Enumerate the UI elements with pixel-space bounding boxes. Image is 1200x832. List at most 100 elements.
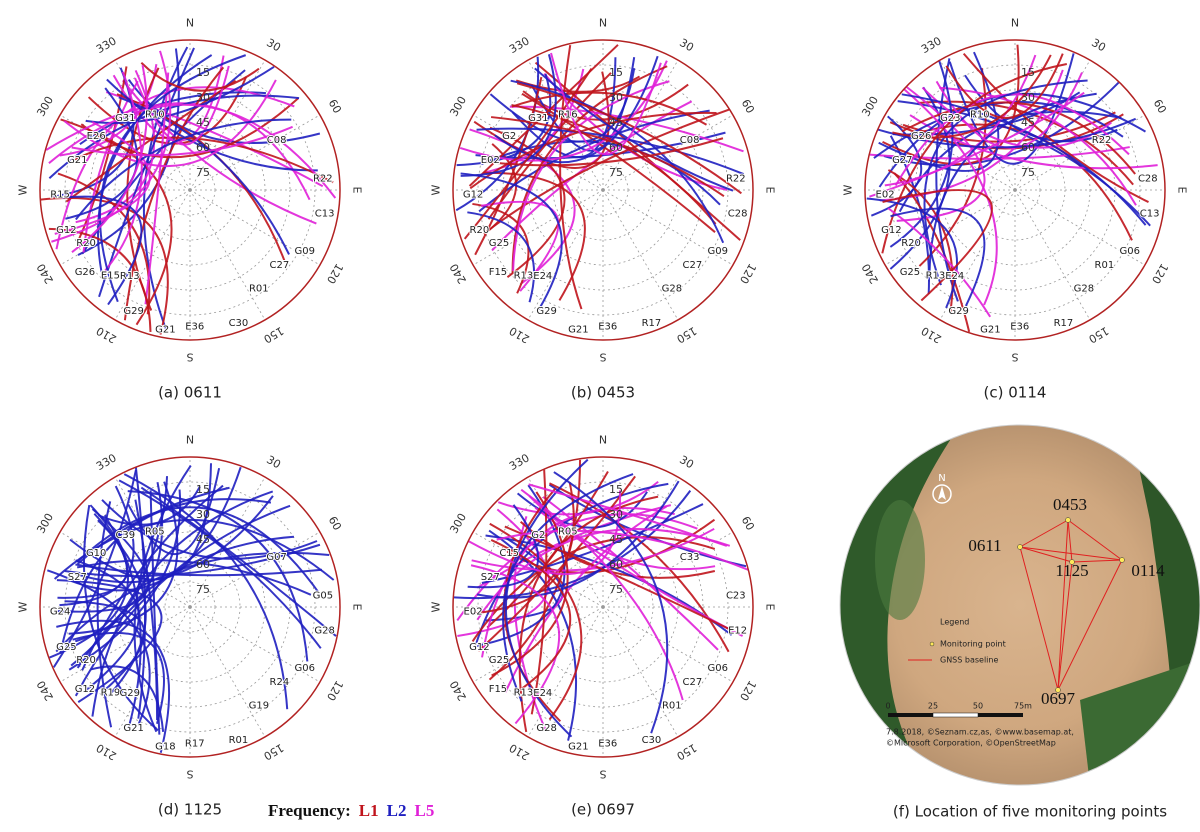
skyplot: 1530456075N3060E120150S210240W300330R10G… xyxy=(841,16,1188,363)
azimuth-label: 150 xyxy=(1086,324,1111,346)
elevation-label: 75 xyxy=(609,166,623,179)
elevation-label: 15 xyxy=(609,66,623,79)
satellite-label: C08 xyxy=(680,135,700,146)
satellite-label: G2 xyxy=(531,530,545,541)
satellite-label: G06 xyxy=(708,663,728,674)
satellite-label: C30 xyxy=(642,735,662,746)
satellite-label: E36 xyxy=(185,322,204,333)
panel-caption: (e) 0697 xyxy=(571,801,635,819)
azimuth-label: E xyxy=(351,604,364,611)
azimuth-label: 30 xyxy=(264,453,283,471)
monitoring-point xyxy=(1018,545,1023,550)
satellite-label: G06 xyxy=(295,663,315,674)
azimuth-label: 300 xyxy=(34,511,56,536)
monitoring-point xyxy=(1066,518,1071,523)
azimuth-label: 150 xyxy=(261,741,286,763)
satellite-label: G31 xyxy=(115,113,135,124)
azimuth-label: 330 xyxy=(507,451,532,473)
azimuth-label: 330 xyxy=(94,451,119,473)
skyplot: 1530456075N3060E120150S210240W300330R05G… xyxy=(429,433,776,780)
azimuth-label: S xyxy=(186,768,193,781)
satellite-label: G28 xyxy=(662,283,682,294)
elevation-label: 75 xyxy=(609,583,623,596)
azimuth-label: 240 xyxy=(447,678,469,703)
monitoring-point xyxy=(1120,558,1125,563)
satellite-label: G07 xyxy=(266,552,286,563)
elevation-label: 15 xyxy=(196,66,210,79)
satellite-label: R10 xyxy=(145,109,165,120)
satellite-label: E36 xyxy=(598,322,617,333)
satellite-label: C39 xyxy=(115,530,135,541)
elevation-label: 75 xyxy=(196,583,210,596)
satellite-label: G05 xyxy=(313,590,333,601)
legend-point xyxy=(930,642,934,646)
azimuth-label: 60 xyxy=(326,97,344,116)
satellite-label: S27 xyxy=(481,572,500,583)
azimuth-label: 30 xyxy=(264,36,283,54)
azimuth-label: 30 xyxy=(1089,36,1108,54)
azimuth-label: 120 xyxy=(1149,261,1171,286)
azimuth-label: E xyxy=(764,187,777,194)
azimuth-label: 210 xyxy=(919,324,944,346)
elevation-label: 30 xyxy=(609,508,623,521)
elevation-label: 45 xyxy=(609,116,623,129)
azimuth-label: W xyxy=(16,601,29,612)
satellite-label: R13 xyxy=(926,270,946,281)
satellite-label: R20 xyxy=(470,225,490,236)
point-label: 1125 xyxy=(1055,561,1088,580)
azimuth-label: 330 xyxy=(94,34,119,56)
satellite-label: G12 xyxy=(469,642,489,653)
scale-label: 50 xyxy=(973,702,983,711)
map-legend-title: Legend xyxy=(940,618,969,627)
satellite-label: E24 xyxy=(533,688,552,699)
satellite-label: R20 xyxy=(76,655,96,666)
satellite-label: E15 xyxy=(101,270,120,281)
map-credit: ©Microsoft Corporation, ©OpenStreetMap xyxy=(886,739,1056,748)
map-credit: 7.8.2018, ©Seznam.cz,as, ©www.basemap.at… xyxy=(886,728,1074,737)
satellite-label: E36 xyxy=(1010,322,1029,333)
azimuth-label: W xyxy=(841,184,854,195)
azimuth-line xyxy=(528,190,603,320)
satellite-label: R20 xyxy=(76,238,96,249)
satellite-label: G26 xyxy=(911,131,931,142)
map-legend-item: Monitoring point xyxy=(940,640,1006,649)
azimuth-label: 330 xyxy=(919,34,944,56)
satellite-label: E26 xyxy=(87,131,106,142)
satellite-label: G21 xyxy=(980,325,1000,336)
azimuth-label: N xyxy=(186,16,194,29)
azimuth-label: E xyxy=(764,604,777,611)
satellite-label: E24 xyxy=(533,271,552,282)
satellite-label: R17 xyxy=(1054,318,1074,329)
satellite-label: C27 xyxy=(683,260,703,271)
elevation-label: 45 xyxy=(196,116,210,129)
satellite-label: G21 xyxy=(155,325,175,336)
satellite-label: G23 xyxy=(940,113,960,124)
satellite-label: G09 xyxy=(295,246,315,257)
satellite-label: E02 xyxy=(481,155,500,166)
legend-text: L2 xyxy=(387,801,407,820)
satellite-label: R13 xyxy=(514,687,534,698)
azimuth-label: 330 xyxy=(507,34,532,56)
azimuth-label: N xyxy=(186,433,194,446)
satellite-label: G25 xyxy=(489,238,509,249)
satellite-label: R01 xyxy=(1095,260,1115,271)
azimuth-label: 60 xyxy=(1151,97,1169,116)
azimuth-label: S xyxy=(599,768,606,781)
map-legend-item: GNSS baseline xyxy=(940,656,998,665)
azimuth-label: 300 xyxy=(447,94,469,119)
satellite-label: G28 xyxy=(314,626,334,637)
satellite-label: G21 xyxy=(67,155,87,166)
satellite-label: E02 xyxy=(876,190,895,201)
azimuth-label: N xyxy=(599,16,607,29)
satellite-label: R13 xyxy=(120,271,140,282)
azimuth-label: 150 xyxy=(674,324,699,346)
satellite-label: G10 xyxy=(86,548,106,559)
azimuth-label: 120 xyxy=(737,261,759,286)
azimuth-label: 60 xyxy=(326,514,344,533)
satellite-label: S27 xyxy=(68,572,87,583)
satellite-label: R05 xyxy=(145,526,165,537)
satellite-label: R19 xyxy=(101,687,121,698)
satellite-label: R17 xyxy=(185,739,205,750)
panel-caption: (b) 0453 xyxy=(571,384,635,402)
satellite-label: C13 xyxy=(315,209,335,220)
